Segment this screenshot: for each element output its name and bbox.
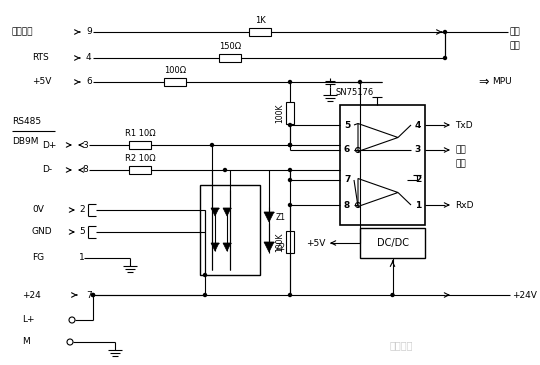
Text: 4: 4 — [86, 54, 92, 62]
Circle shape — [288, 143, 292, 146]
Circle shape — [288, 169, 292, 172]
Text: ⇒: ⇒ — [478, 76, 489, 88]
Text: M: M — [22, 338, 30, 346]
Bar — [164, 78, 186, 86]
Text: RS485: RS485 — [12, 118, 41, 127]
Text: 7: 7 — [86, 291, 92, 300]
Circle shape — [211, 143, 213, 146]
Text: DB9M: DB9M — [12, 137, 38, 146]
Circle shape — [359, 81, 361, 84]
Text: D-: D- — [42, 165, 52, 174]
Text: DC/DC: DC/DC — [376, 238, 408, 248]
Text: 100K: 100K — [275, 103, 284, 123]
Text: 使能: 使能 — [455, 160, 465, 169]
Text: 3: 3 — [82, 141, 87, 150]
Circle shape — [204, 231, 206, 234]
Text: 1: 1 — [415, 200, 421, 210]
Bar — [129, 166, 151, 174]
Circle shape — [224, 169, 226, 172]
Text: 9: 9 — [86, 27, 92, 36]
Circle shape — [288, 204, 292, 207]
Text: 5: 5 — [344, 120, 350, 130]
Polygon shape — [211, 243, 219, 251]
Text: SN75176: SN75176 — [335, 88, 373, 97]
Text: +24: +24 — [22, 291, 40, 300]
Polygon shape — [223, 243, 231, 251]
Circle shape — [204, 293, 206, 296]
Text: 8: 8 — [82, 165, 87, 174]
Polygon shape — [223, 208, 231, 216]
Polygon shape — [264, 212, 274, 222]
Text: GND: GND — [32, 227, 52, 237]
Circle shape — [204, 273, 206, 277]
Circle shape — [391, 293, 394, 296]
Text: 3: 3 — [415, 146, 421, 154]
Circle shape — [91, 293, 94, 296]
Text: 1K: 1K — [255, 16, 265, 25]
Text: 6: 6 — [344, 146, 350, 154]
Bar — [249, 28, 271, 36]
Text: Z2: Z2 — [276, 242, 286, 251]
Text: 0V: 0V — [32, 205, 44, 215]
Circle shape — [288, 143, 292, 146]
Text: 收发: 收发 — [455, 146, 465, 154]
Text: D+: D+ — [42, 141, 56, 150]
Text: RxD: RxD — [455, 200, 474, 210]
Bar — [340, 105, 425, 225]
Text: 100K: 100K — [275, 232, 284, 252]
Bar — [129, 141, 151, 149]
Circle shape — [288, 81, 292, 84]
Circle shape — [443, 31, 447, 34]
Text: 4: 4 — [415, 120, 421, 130]
Text: 2: 2 — [415, 176, 421, 184]
Bar — [286, 102, 294, 124]
Circle shape — [91, 293, 94, 296]
Text: MPU: MPU — [492, 77, 511, 87]
Text: TxD: TxD — [455, 120, 472, 130]
Text: FG: FG — [32, 254, 44, 262]
Text: 150Ω: 150Ω — [219, 42, 241, 51]
Bar — [286, 231, 294, 253]
Circle shape — [443, 57, 447, 59]
Text: 协议选择: 协议选择 — [12, 27, 33, 36]
Text: 电子天下: 电子天下 — [390, 340, 414, 350]
Text: RTS: RTS — [32, 54, 49, 62]
Polygon shape — [264, 242, 274, 252]
Text: 7: 7 — [344, 176, 350, 184]
Text: 100Ω: 100Ω — [164, 66, 186, 75]
Text: L+: L+ — [22, 315, 35, 324]
Text: Z1: Z1 — [276, 212, 286, 222]
Bar — [360, 228, 425, 258]
Circle shape — [288, 178, 292, 181]
Text: 选择: 选择 — [510, 42, 521, 50]
Bar — [200, 185, 260, 275]
Text: +5V: +5V — [32, 77, 51, 87]
Polygon shape — [211, 208, 219, 216]
Circle shape — [288, 293, 292, 296]
Text: +5V: +5V — [306, 238, 325, 247]
Text: 6: 6 — [86, 77, 92, 87]
Text: 1: 1 — [79, 254, 85, 262]
Text: 8: 8 — [344, 200, 350, 210]
Text: 2: 2 — [79, 205, 85, 215]
Text: R1 10Ω: R1 10Ω — [125, 129, 156, 138]
Circle shape — [288, 123, 292, 127]
Text: 5: 5 — [79, 227, 85, 237]
Text: R2 10Ω: R2 10Ω — [125, 154, 156, 163]
Bar — [219, 54, 241, 62]
Circle shape — [204, 208, 206, 211]
Text: 协议: 协议 — [510, 27, 521, 36]
Text: +24V: +24V — [512, 291, 537, 300]
